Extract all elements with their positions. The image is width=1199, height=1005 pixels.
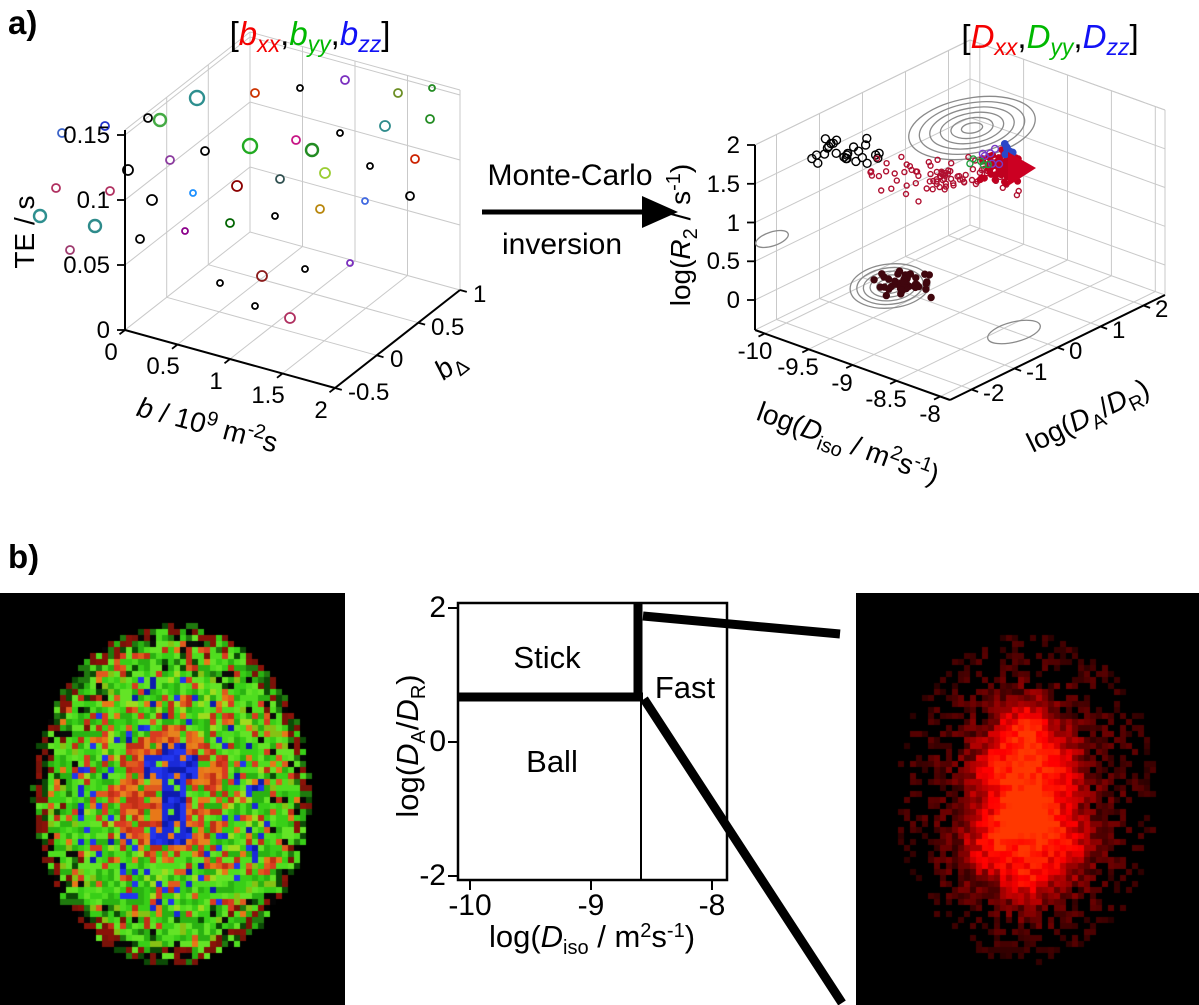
bin-x-axis-label: log(Diso / m2s-1) bbox=[489, 919, 695, 959]
diso-tick-2: -9 bbox=[831, 370, 852, 397]
r2-tick-0: 0 bbox=[727, 287, 740, 314]
acq-plot: 0 0.05 0.1 0.15 0 0.5 1 1.5 2 -0.5 0 0.5… bbox=[9, 15, 486, 458]
te-tick-0: 0 bbox=[97, 317, 110, 344]
r2-tick-1: 0.5 bbox=[707, 248, 740, 275]
r2-tick-4: 2 bbox=[727, 132, 740, 159]
bdelta-axis-label: bΔ bbox=[428, 343, 474, 390]
te-tick-1: 0.05 bbox=[63, 252, 110, 279]
acq-title: [bxx,byy,bzz] bbox=[230, 15, 391, 57]
dist-plot: 0 0.5 1 1.5 2 -10 -9.5 -9 -8.5 -8 -2 -1 … bbox=[663, 18, 1168, 496]
bin-y-tick-0: 2 bbox=[429, 591, 446, 624]
arrow-label-top: Monte-Carlo bbox=[487, 159, 652, 192]
acq-grid bbox=[124, 31, 461, 374]
r2-tick-2: 1 bbox=[727, 210, 740, 237]
bin-thick-lines bbox=[458, 603, 846, 1005]
red-dense-marker bbox=[1008, 152, 1036, 186]
ball-region-label: Ball bbox=[526, 744, 578, 779]
r2-axis-label: log(R2 / s-1) bbox=[663, 164, 702, 307]
bdelta-tick-2: 0.5 bbox=[431, 314, 464, 341]
bin-tick-marks bbox=[448, 607, 713, 890]
bin-x-tick-2: -8 bbox=[699, 889, 726, 922]
bin-x-tick-0: -10 bbox=[448, 889, 491, 922]
bin-y-tick-1: 0 bbox=[429, 725, 446, 758]
b-tick-2: 1 bbox=[209, 368, 222, 395]
bin-axes-box bbox=[456, 601, 729, 882]
bin-y-tick-2: -2 bbox=[419, 859, 446, 892]
bdelta-tick-1: 0 bbox=[390, 346, 403, 373]
panel-a-label: a) bbox=[8, 4, 38, 41]
diso-tick-0: -10 bbox=[738, 338, 773, 365]
stick-fraction-brain-image bbox=[856, 593, 1199, 1005]
acq-scatter-points bbox=[32, 75, 436, 324]
dist-grid bbox=[754, 39, 1166, 397]
b-tick-0: 0 bbox=[104, 339, 117, 366]
dadr-tick-1: -1 bbox=[1026, 359, 1047, 386]
dadr-tick-3: 1 bbox=[1112, 317, 1125, 344]
inversion-arrow: Monte-Carlo inversion bbox=[482, 159, 678, 261]
panel-b-label: b) bbox=[8, 538, 40, 575]
dist-title: [Dxx,Dyy,Dzz] bbox=[961, 18, 1138, 60]
diso-tick-1: -9.5 bbox=[777, 354, 818, 381]
bin-plot: 2 0 -2 -10 -9 -8 Stick Fast Ball log(Dis… bbox=[390, 591, 846, 1005]
fast-region-label: Fast bbox=[655, 670, 716, 705]
segmentation-brain-image bbox=[0, 593, 345, 1005]
dist-tick-marks bbox=[747, 144, 1151, 401]
dadr-tick-0: -2 bbox=[983, 380, 1004, 407]
bdelta-tick-3: 1 bbox=[473, 281, 486, 308]
dadr-tick-2: 0 bbox=[1069, 338, 1082, 365]
acq-axes bbox=[124, 130, 461, 389]
bin-x-tick-1: -9 bbox=[578, 889, 605, 922]
stick-region-label: Stick bbox=[513, 640, 581, 675]
te-tick-2: 0.1 bbox=[77, 187, 110, 214]
diso-tick-3: -8.5 bbox=[865, 386, 906, 413]
r2-tick-3: 1.5 bbox=[707, 171, 740, 198]
dadr-tick-4: 2 bbox=[1155, 296, 1168, 323]
te-axis-label: TE / s bbox=[9, 195, 40, 268]
diso-axis-label: log(Diso / m2s-1) bbox=[751, 394, 944, 496]
b-tick-4: 2 bbox=[314, 397, 327, 424]
b-tick-1: 0.5 bbox=[146, 353, 179, 380]
dist-scatter-points bbox=[807, 133, 1026, 302]
arrow-label-bottom: inversion bbox=[502, 228, 622, 261]
arrowhead bbox=[642, 196, 678, 228]
bin-y-axis-label: log(DA/DR) bbox=[390, 674, 430, 817]
diso-tick-4: -8 bbox=[919, 401, 940, 428]
acq-tick-marks bbox=[117, 134, 468, 394]
dadr-axis-label: log(DA/DR) bbox=[1022, 373, 1157, 464]
te-tick-3: 0.15 bbox=[63, 122, 110, 149]
b-tick-3: 1.5 bbox=[251, 382, 284, 409]
bdelta-tick-0: -0.5 bbox=[348, 379, 389, 406]
